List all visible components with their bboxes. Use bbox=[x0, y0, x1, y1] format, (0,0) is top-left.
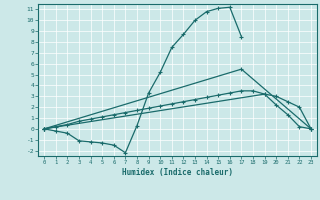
X-axis label: Humidex (Indice chaleur): Humidex (Indice chaleur) bbox=[122, 168, 233, 177]
